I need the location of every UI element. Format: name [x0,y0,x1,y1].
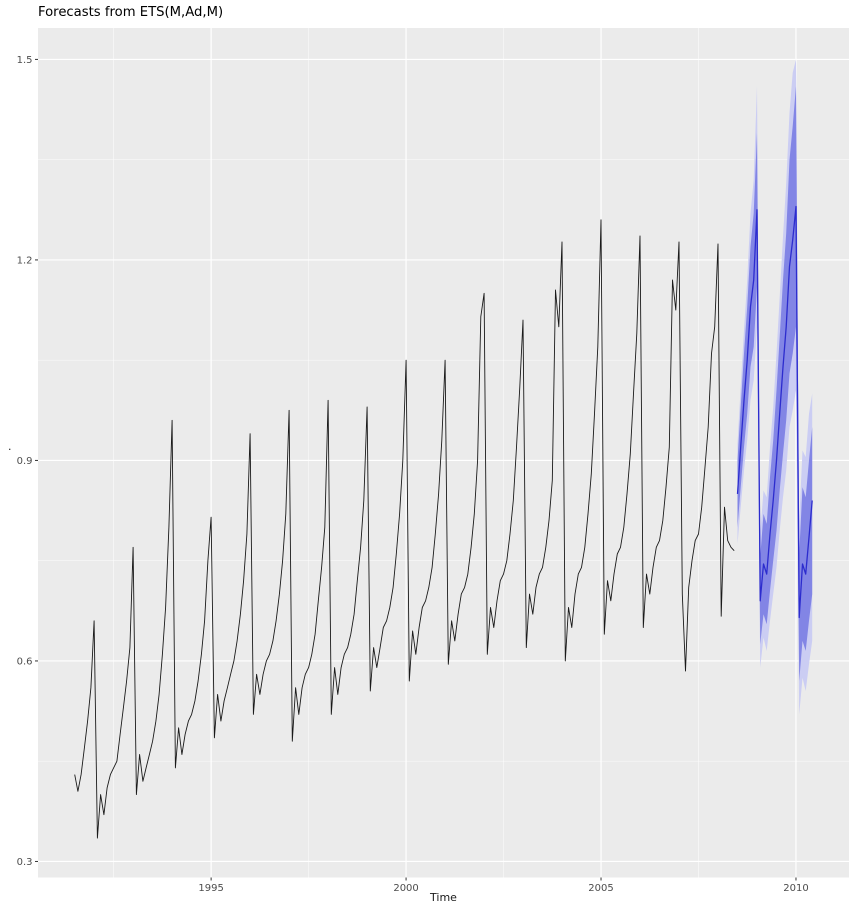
y-tick-label: 0.9 [17,456,33,467]
y-tick-label: 1.2 [17,255,33,266]
y-axis-title: . [8,440,12,453]
y-tick-label: 0.3 [17,857,33,868]
plot-title: Forecasts from ETS(M,Ad,M) [38,5,224,20]
x-tick-label: 2005 [588,883,613,894]
forecast-mean-line [736,205,813,619]
plot-panel [38,28,849,878]
y-tick-label: 1.5 [17,55,33,66]
x-tick-label: 1995 [198,883,223,894]
history-line [74,219,735,839]
y-tick-label: 0.6 [17,656,33,667]
x-tick-label: 2000 [393,883,418,894]
x-tick-label: 2010 [783,883,808,894]
x-axis-title: Time [430,891,457,904]
